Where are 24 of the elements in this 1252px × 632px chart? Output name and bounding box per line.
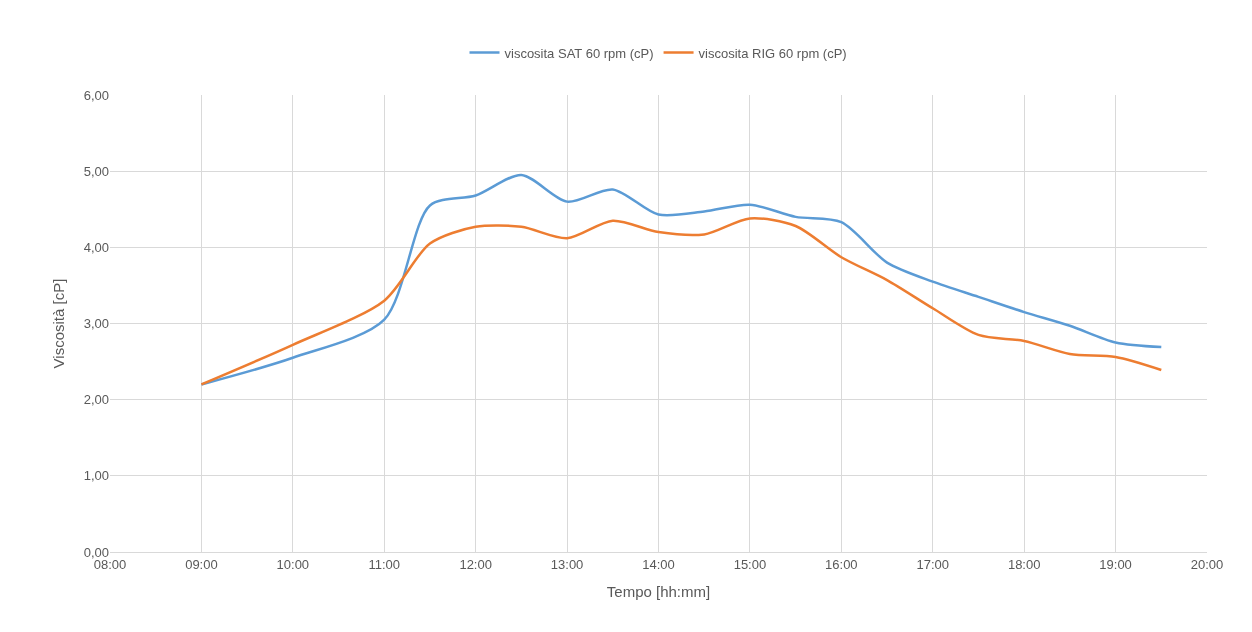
y-tick-label: 2,00: [83, 392, 109, 408]
x-tick-label: 17:00: [916, 556, 950, 572]
x-tick-label: 10:00: [276, 556, 310, 572]
legend-label: viscosita SAT 60 rpm (cP): [504, 45, 654, 61]
x-axis-title: Tempo [hh:mm]: [606, 582, 711, 600]
y-tick-label: 0,00: [83, 544, 109, 560]
x-tick-label: 11:00: [368, 556, 401, 572]
legend-label: viscosita RIG 60 rpm (cP): [698, 45, 847, 61]
x-tick-label: 12:00: [459, 556, 492, 572]
x-tick-label: 20:00: [1190, 556, 1224, 572]
x-tick-label: 19:00: [1099, 556, 1132, 572]
y-tick-label: 3,00: [83, 316, 109, 332]
y-tick-label: 1,00: [83, 468, 109, 484]
x-tick-label: 13:00: [550, 556, 584, 572]
line-series: [200, 217, 1163, 386]
y-tick-label: 4,00: [83, 239, 109, 255]
x-tick-label: 14:00: [642, 556, 675, 572]
x-tick-label: 09:00: [185, 556, 218, 572]
y-tick-label: 5,00: [83, 163, 109, 179]
x-tick-label: 18:00: [1007, 556, 1041, 572]
x-tick-label: 15:00: [733, 556, 767, 572]
y-tick-label: 6,00: [83, 87, 109, 103]
y-axis-title: Viscosità [cP]: [49, 278, 67, 369]
x-tick-label: 16:00: [825, 556, 858, 572]
